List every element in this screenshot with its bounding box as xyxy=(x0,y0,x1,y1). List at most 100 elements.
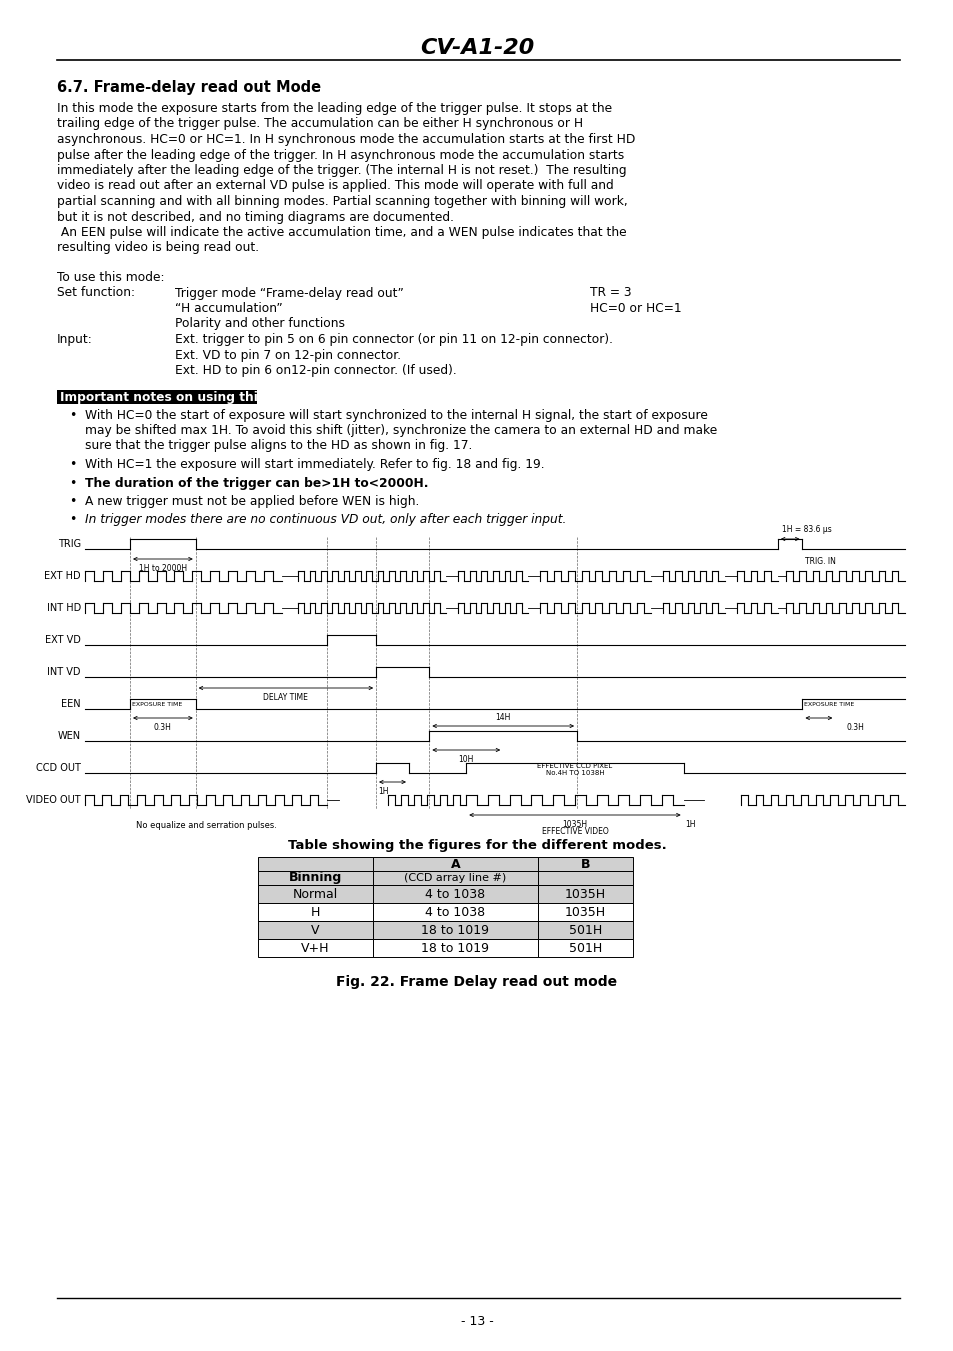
Text: trailing edge of the trigger pulse. The accumulation can be either H synchronous: trailing edge of the trigger pulse. The … xyxy=(57,118,582,131)
Text: Normal: Normal xyxy=(293,888,337,901)
Bar xyxy=(257,902,373,921)
Text: B: B xyxy=(580,858,590,870)
Bar xyxy=(257,857,373,871)
Text: 14H: 14H xyxy=(495,713,511,721)
Text: 1035H: 1035H xyxy=(564,888,605,901)
Bar xyxy=(373,939,537,957)
Text: video is read out after an external VD pulse is applied. This mode will operate : video is read out after an external VD p… xyxy=(57,180,613,192)
Text: Fig. 22. Frame Delay read out mode: Fig. 22. Frame Delay read out mode xyxy=(336,975,617,989)
Text: In this mode the exposure starts from the leading edge of the trigger pulse. It : In this mode the exposure starts from th… xyxy=(57,101,612,115)
Text: Ext. trigger to pin 5 on 6 pin connector (or pin 11 on 12-pin connector).: Ext. trigger to pin 5 on 6 pin connector… xyxy=(174,332,613,346)
Text: “H accumulation”: “H accumulation” xyxy=(174,303,282,315)
Bar xyxy=(537,902,633,921)
Text: CV-A1-20: CV-A1-20 xyxy=(419,38,534,58)
Text: 501H: 501H xyxy=(568,924,601,936)
Text: The duration of the trigger can be>1H to<2000H.: The duration of the trigger can be>1H to… xyxy=(85,477,428,489)
Text: EEN: EEN xyxy=(61,698,81,709)
Text: Table showing the figures for the different modes.: Table showing the figures for the differ… xyxy=(287,839,666,852)
Text: •: • xyxy=(69,458,76,471)
Text: A: A xyxy=(450,858,460,870)
Text: V+H: V+H xyxy=(301,942,330,955)
Text: With HC=0 the start of exposure will start synchronized to the internal H signal: With HC=0 the start of exposure will sta… xyxy=(85,408,707,422)
Text: 4 to 1038: 4 to 1038 xyxy=(425,888,485,901)
Text: 0.3H: 0.3H xyxy=(846,723,863,732)
Text: 4 to 1038: 4 to 1038 xyxy=(425,905,485,919)
Text: TR = 3: TR = 3 xyxy=(589,286,631,300)
Bar xyxy=(373,871,537,885)
Text: INT HD: INT HD xyxy=(47,603,81,613)
Bar xyxy=(257,871,373,885)
Text: WEN: WEN xyxy=(58,731,81,740)
Text: Polarity and other functions: Polarity and other functions xyxy=(174,317,345,331)
Bar xyxy=(373,902,537,921)
Text: Binning: Binning xyxy=(289,871,342,885)
Text: VIDEO OUT: VIDEO OUT xyxy=(27,794,81,805)
Text: A new trigger must not be applied before WEN is high.: A new trigger must not be applied before… xyxy=(85,494,419,508)
Text: 1035H: 1035H xyxy=(562,820,587,830)
Bar xyxy=(373,885,537,902)
Text: EXPOSURE TIME: EXPOSURE TIME xyxy=(803,701,854,707)
Text: EXPOSURE TIME: EXPOSURE TIME xyxy=(132,701,182,707)
Text: asynchronous. HC=0 or HC=1. In H synchronous mode the accumulation starts at the: asynchronous. HC=0 or HC=1. In H synchro… xyxy=(57,132,635,146)
Bar xyxy=(537,871,633,885)
Text: partial scanning and with all binning modes. Partial scanning together with binn: partial scanning and with all binning mo… xyxy=(57,195,627,208)
Text: immediately after the leading edge of the trigger. (The internal H is not reset.: immediately after the leading edge of th… xyxy=(57,163,626,177)
Text: EFFECTIVE CCD PIXEL: EFFECTIVE CCD PIXEL xyxy=(537,763,612,769)
Text: 10H: 10H xyxy=(458,755,474,765)
Text: Set function:: Set function: xyxy=(57,286,135,300)
Text: CCD OUT: CCD OUT xyxy=(36,763,81,773)
Text: DELAY TIME: DELAY TIME xyxy=(263,693,308,703)
Bar xyxy=(257,939,373,957)
Text: 18 to 1019: 18 to 1019 xyxy=(421,942,489,955)
Text: 1H = 83.6 μs: 1H = 83.6 μs xyxy=(781,526,831,534)
Bar xyxy=(257,921,373,939)
Bar xyxy=(537,939,633,957)
Text: 6.7. Frame-delay read out Mode: 6.7. Frame-delay read out Mode xyxy=(57,80,321,95)
Bar xyxy=(537,921,633,939)
Text: Ext. VD to pin 7 on 12-pin connector.: Ext. VD to pin 7 on 12-pin connector. xyxy=(174,349,400,362)
Text: Trigger mode “Frame-delay read out”: Trigger mode “Frame-delay read out” xyxy=(174,286,403,300)
Text: No.4H TO 1038H: No.4H TO 1038H xyxy=(545,770,603,775)
Text: V: V xyxy=(311,924,319,936)
Text: 0.3H: 0.3H xyxy=(153,723,172,732)
Bar xyxy=(257,885,373,902)
Text: 1035H: 1035H xyxy=(564,905,605,919)
Text: (CCD array line #): (CCD array line #) xyxy=(404,873,506,884)
Bar xyxy=(373,857,537,871)
Text: •: • xyxy=(69,494,76,508)
Text: 1H to 2000H: 1H to 2000H xyxy=(139,563,187,573)
Text: 18 to 1019: 18 to 1019 xyxy=(421,924,489,936)
Text: - 13 -: - 13 - xyxy=(460,1315,493,1328)
Text: 1H: 1H xyxy=(685,820,696,830)
Text: TRIG. IN: TRIG. IN xyxy=(804,557,836,566)
Text: but it is not described, and no timing diagrams are documented.: but it is not described, and no timing d… xyxy=(57,211,454,223)
Text: EFFECTIVE VIDEO: EFFECTIVE VIDEO xyxy=(541,827,608,836)
Text: In trigger modes there are no continuous VD out, only after each trigger input.: In trigger modes there are no continuous… xyxy=(85,513,566,527)
Text: An EEN pulse will indicate the active accumulation time, and a WEN pulse indicat: An EEN pulse will indicate the active ac… xyxy=(57,226,626,239)
Text: Ext. HD to pin 6 on12-pin connector. (If used).: Ext. HD to pin 6 on12-pin connector. (If… xyxy=(174,363,456,377)
Text: resulting video is being read out.: resulting video is being read out. xyxy=(57,242,259,254)
Text: 1H: 1H xyxy=(377,788,388,796)
Text: TRIG: TRIG xyxy=(58,539,81,549)
Text: •: • xyxy=(69,408,76,422)
Text: With HC=1 the exposure will start immediately. Refer to fig. 18 and fig. 19.: With HC=1 the exposure will start immedi… xyxy=(85,458,544,471)
Text: •: • xyxy=(69,477,76,489)
Text: To use this mode:: To use this mode: xyxy=(57,272,164,284)
Text: pulse after the leading edge of the trigger. In H asynchronous mode the accumula: pulse after the leading edge of the trig… xyxy=(57,149,623,162)
Text: may be shifted max 1H. To avoid this shift (jitter), synchronize the camera to a: may be shifted max 1H. To avoid this shi… xyxy=(85,424,717,436)
Text: Input:: Input: xyxy=(57,332,92,346)
Text: EXT VD: EXT VD xyxy=(45,635,81,644)
Text: INT VD: INT VD xyxy=(48,667,81,677)
Bar xyxy=(373,921,537,939)
Text: H: H xyxy=(311,905,320,919)
Text: Important notes on using this mode.: Important notes on using this mode. xyxy=(60,390,312,404)
Text: HC=0 or HC=1: HC=0 or HC=1 xyxy=(589,303,680,315)
Text: sure that the trigger pulse aligns to the HD as shown in fig. 17.: sure that the trigger pulse aligns to th… xyxy=(85,439,472,453)
Bar xyxy=(537,857,633,871)
Text: EXT HD: EXT HD xyxy=(45,571,81,581)
Bar xyxy=(537,885,633,902)
Text: 501H: 501H xyxy=(568,942,601,955)
Text: No equalize and serration pulses.: No equalize and serration pulses. xyxy=(135,821,276,830)
Bar xyxy=(57,389,257,404)
Text: •: • xyxy=(69,513,76,527)
